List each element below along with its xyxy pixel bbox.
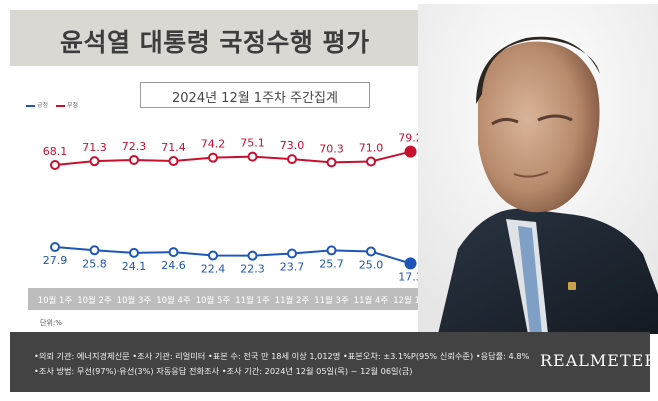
data-point-approve-7 <box>326 245 337 256</box>
legend-swatch-disapprove <box>55 104 65 107</box>
data-point-disapprove-9 <box>404 145 417 158</box>
data-label-approve-6: 23.7 <box>280 261 305 274</box>
data-point-approve-0 <box>50 242 60 252</box>
data-point-disapprove-2 <box>129 154 139 165</box>
x-tick-label-0: 10월 1주 <box>38 295 73 306</box>
data-label-approve-9: 17.3 <box>398 270 423 283</box>
data-point-approve-1 <box>89 245 100 256</box>
data-point-approve-4 <box>208 250 218 261</box>
x-tick-label-8: 11월 4주 <box>354 295 389 306</box>
lapel-pin-icon <box>568 282 576 290</box>
data-label-disapprove-0: 68.1 <box>43 145 68 158</box>
x-tick-label-9: 12월 1주 <box>393 295 428 306</box>
subtitle-box: 2024년 12월 1주차 주간집계 <box>140 82 370 108</box>
data-point-approve-2 <box>129 247 139 258</box>
data-point-disapprove-3 <box>168 156 179 167</box>
data-label-approve-4: 22.4 <box>201 263 226 276</box>
data-point-approve-9 <box>404 257 417 270</box>
legend-item-approve: 긍정 <box>26 102 50 109</box>
x-tick-label-2: 10월 3주 <box>117 295 152 306</box>
legend-label-approve: 긍정 <box>37 102 49 109</box>
legend-swatch-approve <box>26 104 35 107</box>
footer-line-1: •의뢰 기관: 에너지경제신문 •조사 기관: 리얼미터 •표본 수: 전국 만… <box>34 351 530 361</box>
data-label-approve-1: 25.8 <box>82 257 107 270</box>
x-tick-label-7: 11월 3주 <box>314 295 349 306</box>
legend-item-disapprove: 부정 <box>55 102 79 109</box>
data-label-approve-7: 25.7 <box>319 257 344 270</box>
data-point-disapprove-5 <box>247 151 258 162</box>
data-label-approve-3: 24.6 <box>161 259 186 272</box>
data-point-approve-8 <box>366 246 376 257</box>
unit-label: 단위:% <box>40 319 62 327</box>
data-label-disapprove-5: 75.1 <box>240 137 265 150</box>
data-label-approve-8: 25.0 <box>359 258 384 271</box>
series-line-approve <box>54 246 411 265</box>
data-point-disapprove-4 <box>208 152 218 163</box>
data-label-disapprove-1: 71.3 <box>82 141 107 154</box>
data-point-disapprove-0 <box>50 160 60 170</box>
x-tick-label-4: 10월 5주 <box>196 295 231 306</box>
data-label-disapprove-3: 71.4 <box>161 141 186 154</box>
chart-subtitle: 2024년 12월 1주차 주간집계 <box>172 91 338 106</box>
data-point-disapprove-8 <box>366 156 376 167</box>
x-tick-label-5: 11월 1주 <box>235 295 270 306</box>
data-point-approve-5 <box>247 250 258 261</box>
data-label-approve-0: 27.9 <box>43 254 68 267</box>
data-label-disapprove-6: 73.0 <box>280 139 305 152</box>
data-label-disapprove-7: 70.3 <box>319 142 344 155</box>
footer-band <box>10 332 650 392</box>
x-tick-label-6: 11월 2주 <box>275 295 310 306</box>
footer-line-2: •조사 방법: 무선(97%)·유선(3%) 자동응답 전화조사 •조사 기간:… <box>34 366 413 376</box>
x-tick-label-1: 10월 2주 <box>77 295 112 306</box>
data-label-disapprove-2: 72.3 <box>122 140 147 153</box>
data-point-disapprove-7 <box>326 157 337 168</box>
data-label-approve-5: 22.3 <box>240 263 265 276</box>
data-label-disapprove-4: 74.2 <box>201 138 226 151</box>
legend: 긍정 부정 <box>26 100 84 109</box>
x-axis-band <box>28 288 442 310</box>
x-tick-label-3: 10월 4주 <box>156 295 191 306</box>
legend-label-disapprove: 부정 <box>66 102 79 109</box>
data-point-approve-3 <box>168 247 179 258</box>
data-point-approve-6 <box>287 248 297 259</box>
data-point-disapprove-1 <box>89 156 100 167</box>
series-line-disapprove <box>54 150 411 166</box>
data-label-approve-2: 24.1 <box>122 260 147 273</box>
data-label-disapprove-9: 79.2 <box>398 132 423 145</box>
portrait-photo <box>418 4 658 334</box>
brand-logo: REALMETER <box>540 351 658 370</box>
data-point-disapprove-6 <box>287 154 297 165</box>
chart-title: 윤석열 대통령 국정수행 평가 <box>60 28 370 57</box>
data-label-disapprove-8: 71.0 <box>359 142 384 155</box>
